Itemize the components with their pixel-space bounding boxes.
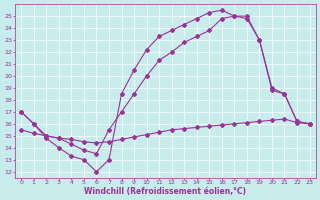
X-axis label: Windchill (Refroidissement éolien,°C): Windchill (Refroidissement éolien,°C) <box>84 187 246 196</box>
